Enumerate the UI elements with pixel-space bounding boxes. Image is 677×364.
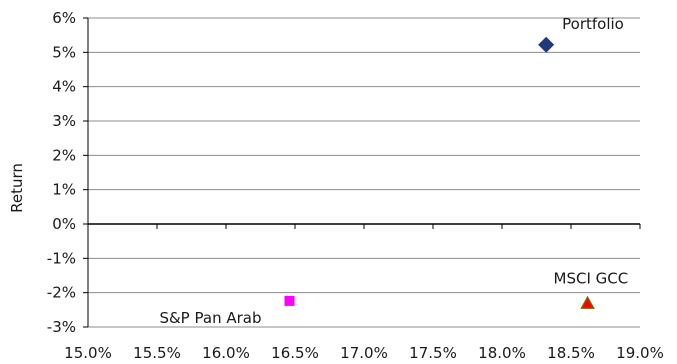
point-s-p-pan-arab — [284, 296, 294, 306]
x-tick-label: 16.5% — [271, 344, 319, 362]
y-tick-label: -3% — [47, 318, 76, 336]
y-tick-label: 3% — [52, 112, 76, 130]
data-points — [284, 37, 593, 308]
x-tick-label: 17.5% — [409, 344, 457, 362]
point-labels: Portfolio S&P Pan Arab MSCI GCC — [159, 15, 628, 327]
point-label-s-p-pan-arab: S&P Pan Arab — [159, 309, 261, 327]
point-msci-gcc — [582, 297, 594, 308]
y-tick-label: 4% — [52, 78, 76, 96]
y-tick-label: 6% — [52, 9, 76, 27]
point-label-portfolio: Portfolio — [562, 15, 624, 33]
x-tick-label: 18.5% — [547, 344, 595, 362]
x-tick-label: 15.0% — [64, 344, 112, 362]
y-tick-label: -1% — [47, 249, 76, 267]
y-axis-title: Return — [8, 163, 26, 213]
y-tick-label: 1% — [52, 181, 76, 199]
x-tick-label: 18.0% — [478, 344, 526, 362]
tick-labels: 6% 5% 4% 3% 2% 1% 0% -1% -2% -3% 15.0% 15.5% 16.0% 16… — [47, 9, 664, 362]
point-label-msci-gcc: MSCI GCC — [554, 269, 629, 287]
x-tick-label: 15.5% — [133, 344, 181, 362]
y-tick-label: 2% — [52, 146, 76, 164]
y-tick-label: 5% — [52, 43, 76, 61]
y-tick-label: -2% — [47, 284, 76, 302]
x-tick-label: 16.0% — [202, 344, 250, 362]
x-tick-label: 17.0% — [340, 344, 388, 362]
x-tick-label: 19.0% — [616, 344, 664, 362]
y-tick-label: 0% — [52, 215, 76, 233]
point-portfolio — [538, 37, 554, 53]
